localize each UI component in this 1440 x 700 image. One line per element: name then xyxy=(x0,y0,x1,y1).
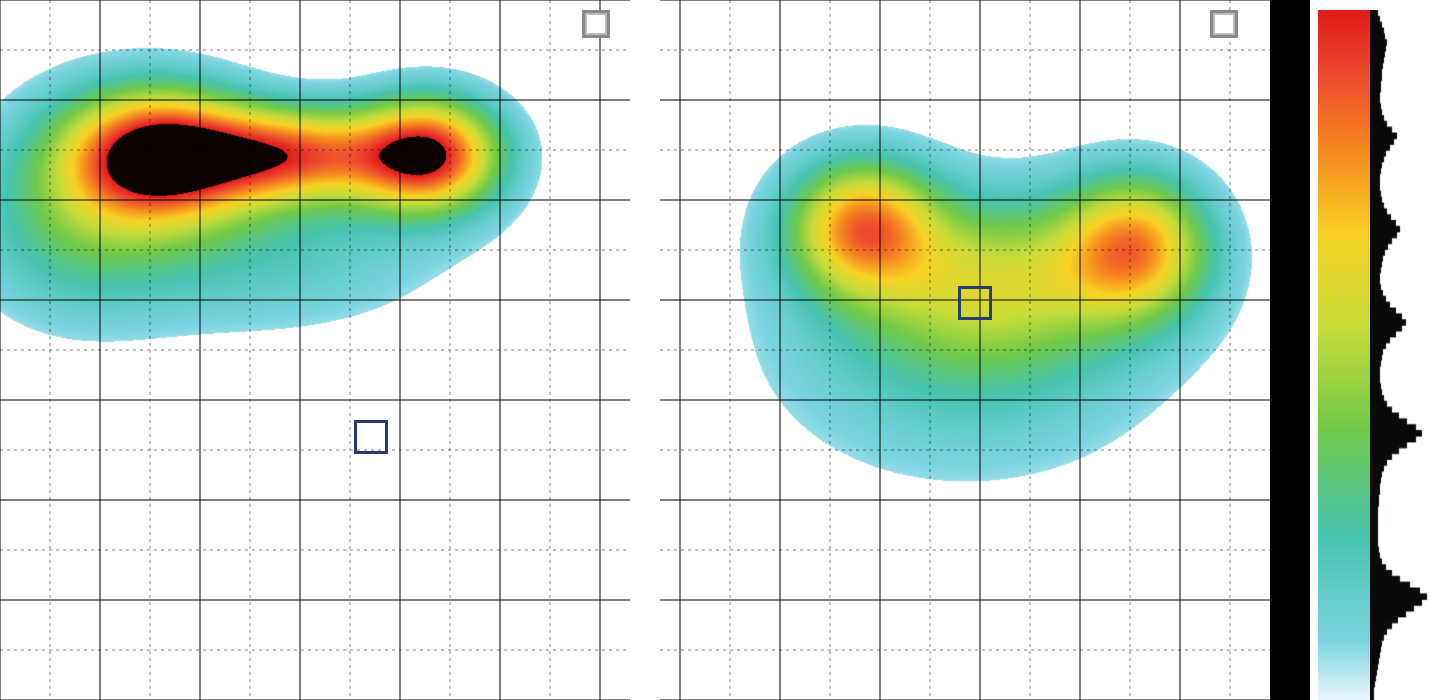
heatmap-comparison xyxy=(0,0,1440,700)
corner-marker-icon xyxy=(582,10,610,38)
heatmap-panel-right xyxy=(660,0,1270,700)
corner-marker-icon xyxy=(1210,10,1238,38)
grid-right xyxy=(660,0,1270,700)
colorbar-histogram xyxy=(1370,10,1430,700)
colorbar-divider-band xyxy=(1270,0,1310,700)
selection-marker-left[interactable] xyxy=(354,420,388,454)
colorbar xyxy=(1318,10,1370,700)
heatmap-panel-left xyxy=(0,0,630,700)
selection-marker-right[interactable] xyxy=(958,286,992,320)
grid-left xyxy=(0,0,630,700)
